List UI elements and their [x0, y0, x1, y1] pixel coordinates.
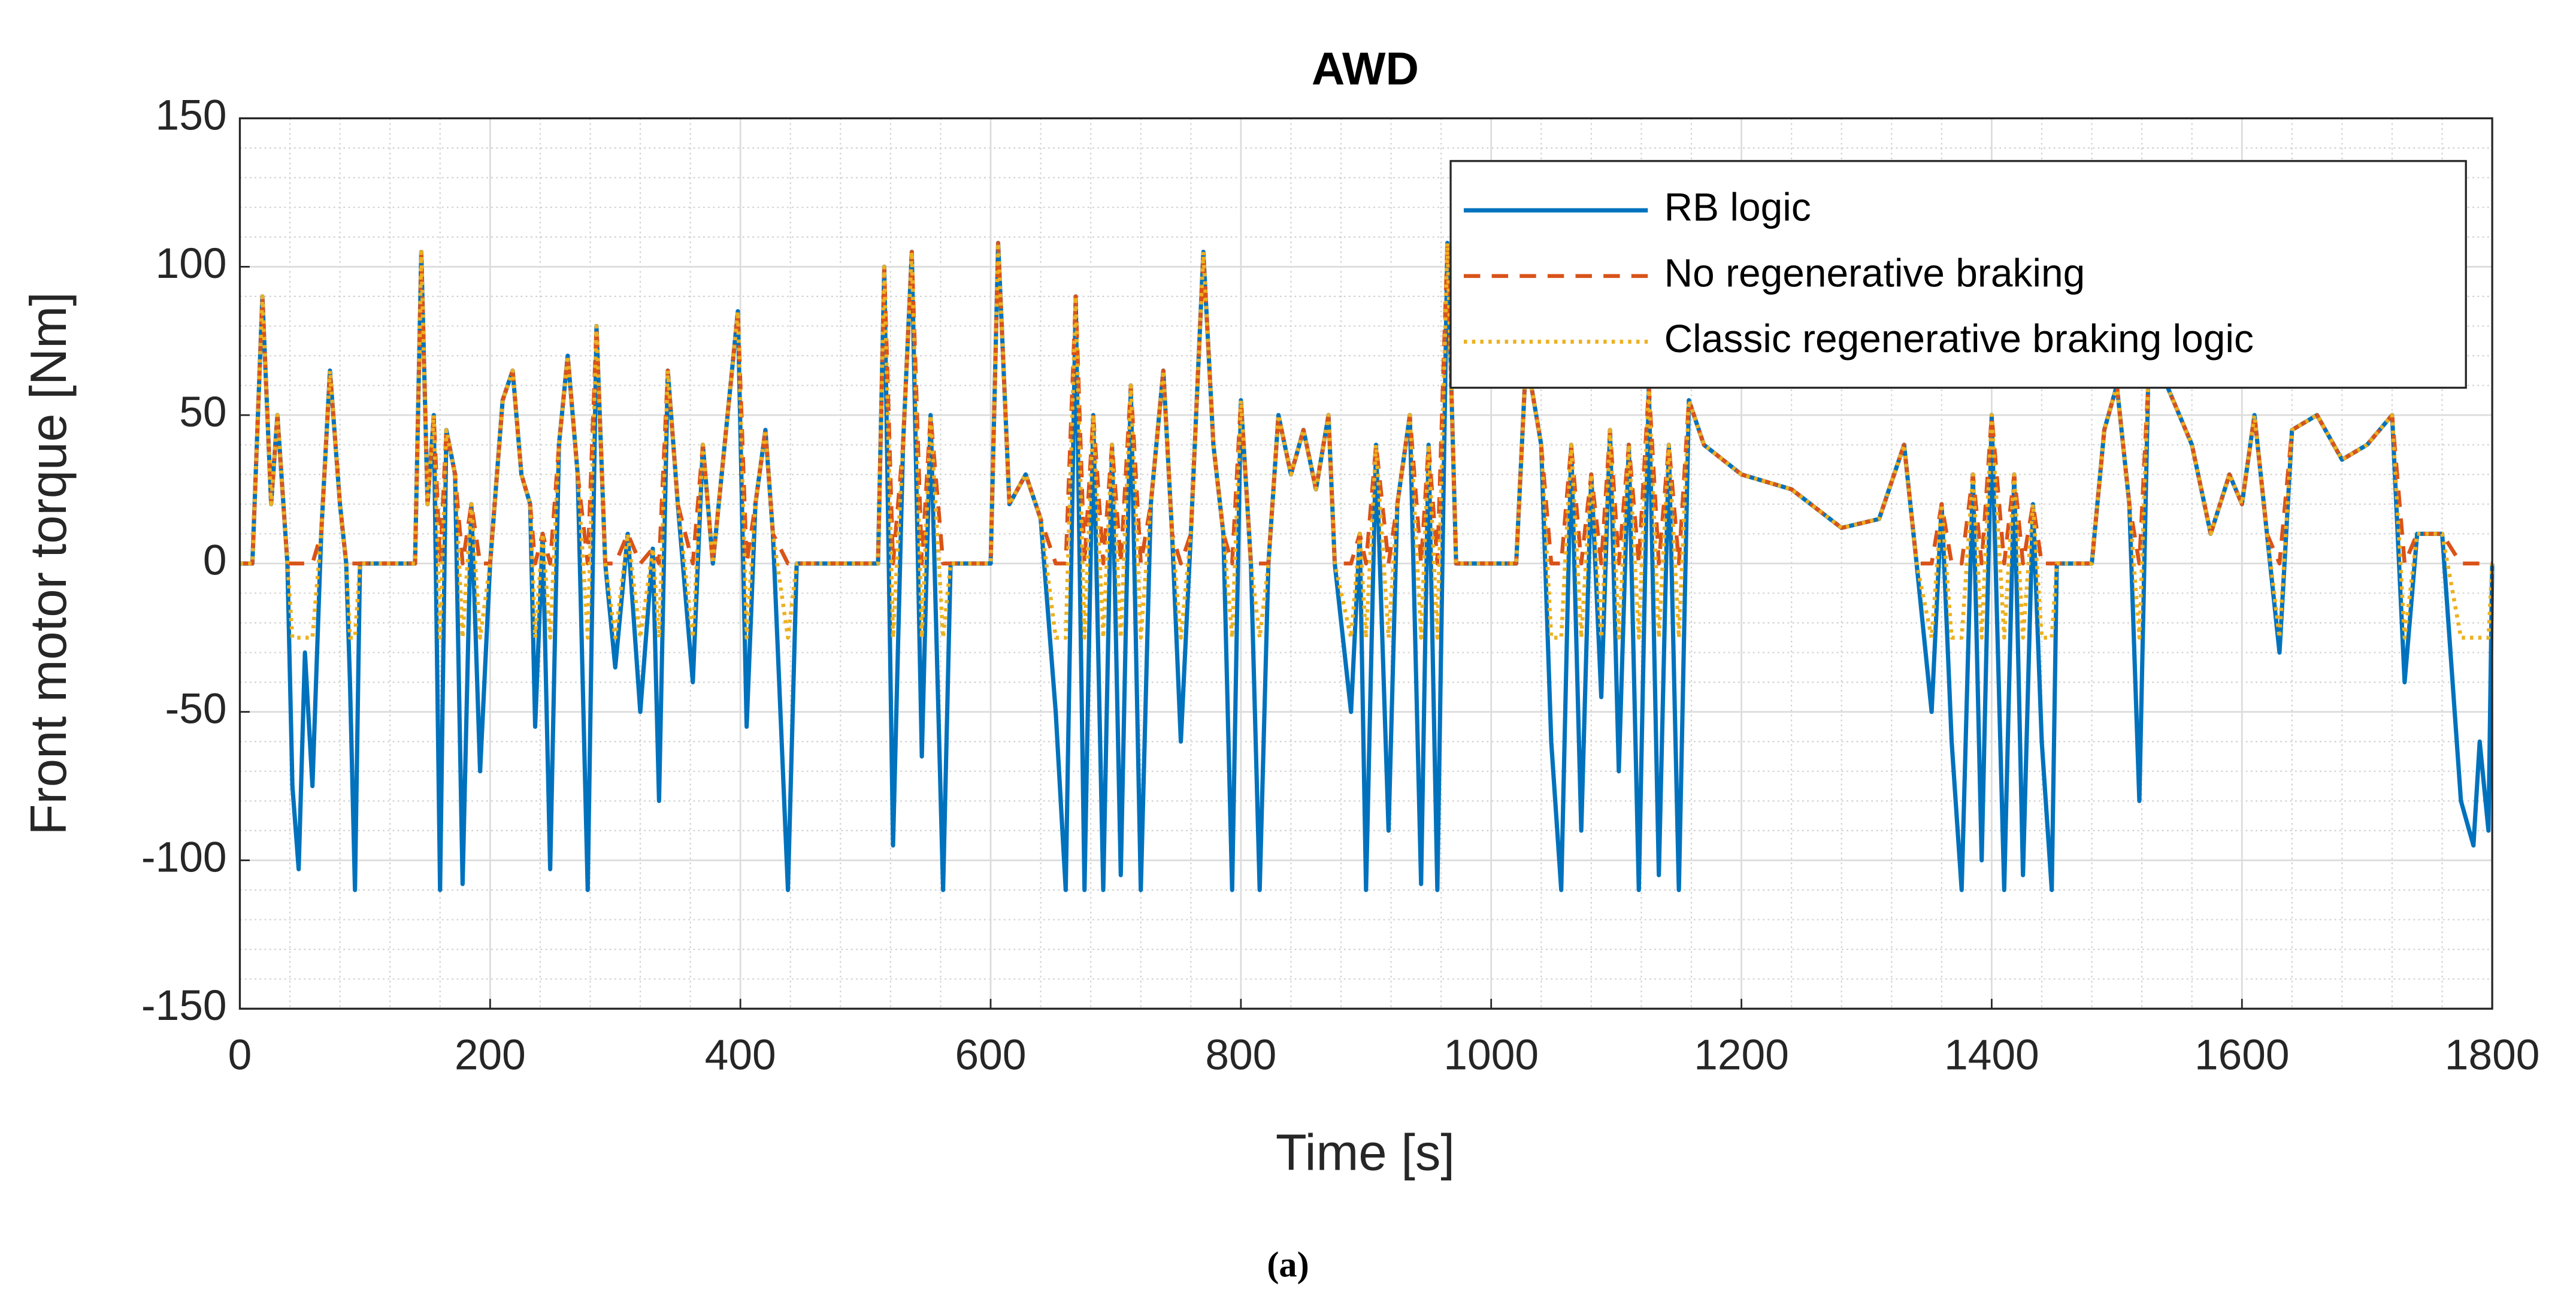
y-tick-label: -50 [165, 685, 226, 733]
x-tick-label: 1800 [2445, 1031, 2540, 1079]
y-tick-label: 150 [156, 91, 227, 139]
y-tick-label: -100 [141, 833, 227, 881]
x-tick-label: 1200 [1694, 1031, 1789, 1079]
x-tick-label: 1400 [1944, 1031, 2039, 1079]
legend-label: Classic regenerative braking logic [1664, 316, 2254, 361]
x-tick-label: 0 [228, 1031, 252, 1079]
line-series [240, 241, 2493, 566]
x-tick-label: 400 [705, 1031, 776, 1079]
y-tick-label: 50 [179, 388, 226, 436]
y-tick-label: 0 [203, 537, 227, 585]
x-tick-label: 200 [455, 1031, 526, 1079]
x-tick-label: 1600 [2194, 1031, 2290, 1079]
x-axis-label: Time [s] [1276, 1125, 1455, 1182]
legend-label: No regenerative braking [1664, 250, 2085, 295]
x-tick-label: 800 [1205, 1031, 1276, 1079]
caption: (a) [1267, 1245, 1309, 1285]
x-tick-label: 1000 [1443, 1031, 1539, 1079]
legend-box [1449, 160, 2467, 389]
axes-box [238, 117, 2493, 1010]
line-series [240, 241, 2495, 640]
chart-title: AWD [1312, 43, 1419, 95]
legend-label: RB logic [1664, 185, 1811, 229]
y-tick-label: 100 [156, 240, 227, 287]
x-tick-label: 600 [955, 1031, 1027, 1079]
y-tick-label: -150 [141, 982, 227, 1030]
y-axis-label: Front motor torque [Nm] [20, 292, 77, 835]
